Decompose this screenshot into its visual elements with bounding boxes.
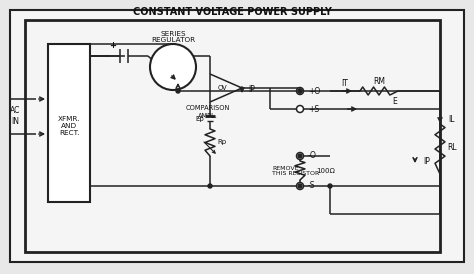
Text: +O: +O xyxy=(308,87,320,96)
Text: +: + xyxy=(109,41,117,50)
Circle shape xyxy=(297,182,303,190)
Text: Ep: Ep xyxy=(196,116,204,122)
Circle shape xyxy=(298,154,302,158)
Circle shape xyxy=(176,89,180,93)
Circle shape xyxy=(208,184,212,188)
Text: SERIES
REGULATOR: SERIES REGULATOR xyxy=(151,30,195,44)
Text: -S: -S xyxy=(308,181,316,190)
Text: IT: IT xyxy=(342,79,348,89)
Text: Rp: Rp xyxy=(218,139,227,145)
Circle shape xyxy=(297,153,303,159)
Text: COMPARISON
AMPL.: COMPARISON AMPL. xyxy=(186,105,230,118)
Text: RM: RM xyxy=(373,76,385,85)
Text: IP: IP xyxy=(424,156,430,165)
Circle shape xyxy=(328,184,332,188)
Text: RL: RL xyxy=(447,142,457,152)
Circle shape xyxy=(298,184,302,188)
Circle shape xyxy=(297,87,303,95)
Circle shape xyxy=(150,44,196,90)
Text: AC
IN: AC IN xyxy=(10,106,20,126)
Text: IL: IL xyxy=(449,115,455,124)
Text: E: E xyxy=(392,98,397,107)
Text: CONSTANT VOLTAGE POWER SUPPLY: CONSTANT VOLTAGE POWER SUPPLY xyxy=(133,7,331,17)
Bar xyxy=(48,44,90,202)
Circle shape xyxy=(298,89,302,93)
Bar xyxy=(25,20,440,252)
Text: -O: -O xyxy=(308,152,317,161)
Text: REMOVE
THIS RESISTOR: REMOVE THIS RESISTOR xyxy=(272,165,319,176)
Text: OV: OV xyxy=(217,85,227,91)
Text: 100Ω: 100Ω xyxy=(316,168,335,174)
Text: +S: +S xyxy=(308,104,319,113)
Text: IP: IP xyxy=(248,84,255,93)
Circle shape xyxy=(297,105,303,113)
Circle shape xyxy=(298,89,302,93)
Text: XFMR.
AND
RECT.: XFMR. AND RECT. xyxy=(58,116,80,136)
